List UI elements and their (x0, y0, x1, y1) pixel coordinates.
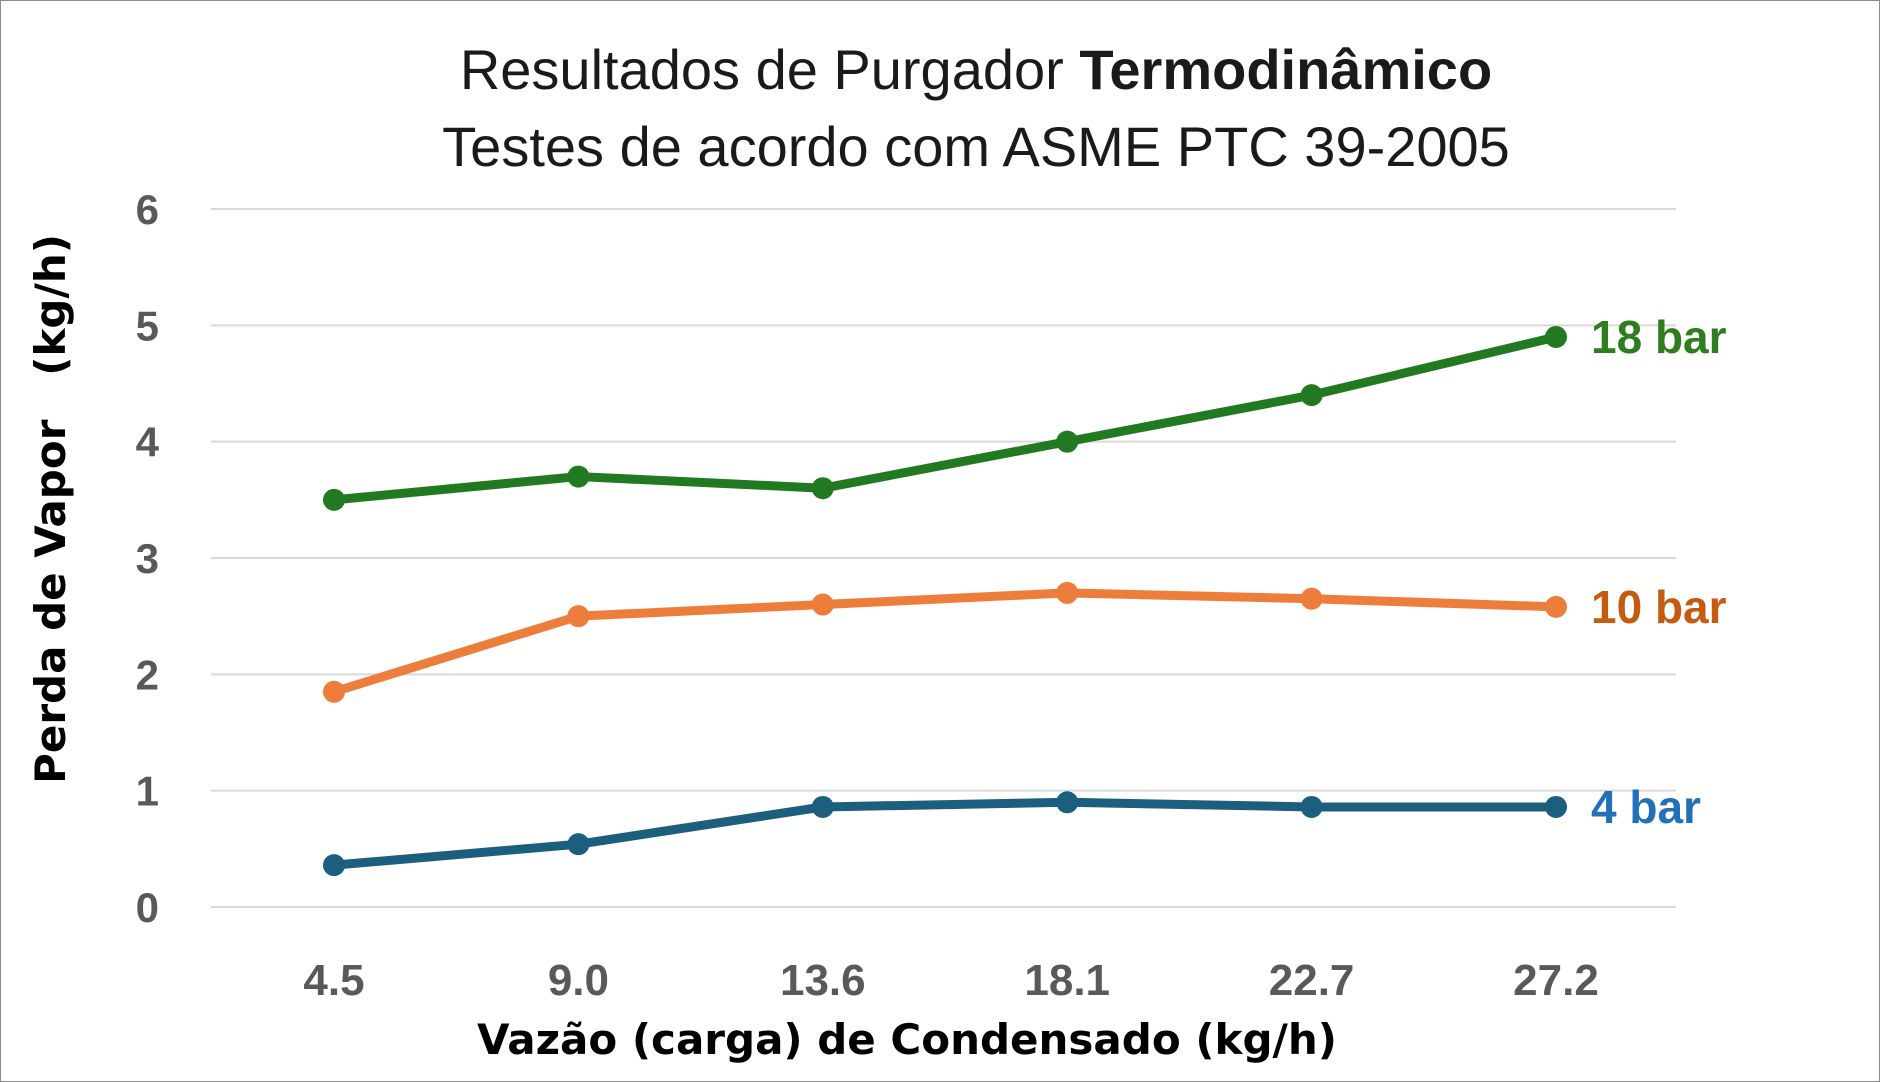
data-point-18-bar-4.5 (323, 488, 345, 511)
chart-title-line1: Resultados de Purgador Termodinâmico (460, 38, 1492, 101)
series-label-4-bar: 4 bar (1591, 781, 1701, 833)
data-point-18-bar-18.1 (1056, 430, 1079, 453)
x-axis-label: Vazão (carga) de Condensado (kg/h) (477, 1015, 1337, 1064)
data-point-4-bar-18.1 (1056, 791, 1079, 814)
x-tick-label-22.7: 22.7 (1269, 956, 1355, 1005)
data-point-10-bar-27.2 (1545, 595, 1567, 618)
y-tick-label-4: 4 (136, 419, 160, 466)
data-point-18-bar-9.0 (567, 465, 590, 488)
data-point-4-bar-4.5 (323, 854, 345, 877)
y-tick-label-1: 1 (136, 768, 159, 815)
data-point-10-bar-13.6 (811, 593, 834, 616)
data-point-10-bar-22.7 (1300, 587, 1323, 610)
series-line-10-bar (329, 588, 1561, 697)
chart-subtitle: Testes de acordo com ASME PTC 39-2005 (442, 115, 1510, 178)
data-point-18-bar-13.6 (811, 477, 834, 500)
y-tick-label-3: 3 (136, 535, 159, 582)
y-axis-ticks: 0 1 2 3 4 5 6 (136, 186, 160, 931)
data-point-10-bar-9.0 (567, 605, 590, 628)
chart-title-regular: Resultados de Purgador (460, 38, 1080, 101)
y-tick-label-6: 6 (136, 186, 159, 233)
x-axis-ticks: 4.5 9.0 13.6 18.1 22.7 27.2 (303, 956, 1598, 1005)
x-tick-label-27.2: 27.2 (1513, 956, 1599, 1005)
data-point-4-bar-9.0 (567, 833, 590, 856)
x-tick-label-9.0: 9.0 (548, 956, 609, 1005)
data-point-4-bar-22.7 (1300, 795, 1323, 818)
series-label-18-bar: 18 bar (1591, 311, 1727, 363)
series-line-4-bar (329, 797, 1561, 870)
data-point-4-bar-27.2 (1545, 795, 1567, 818)
grid-lines (211, 208, 1676, 908)
y-tick-label-5: 5 (136, 302, 159, 349)
y-tick-label-2: 2 (136, 651, 159, 698)
y-axis-label: Perda de Vapor (kg/h) (26, 234, 75, 784)
y-tick-label-0: 0 (136, 884, 159, 931)
series-line-18-bar (329, 332, 1561, 505)
data-point-4-bar-13.6 (811, 795, 834, 818)
data-point-10-bar-4.5 (323, 680, 345, 703)
chart-title-bold: Termodinâmico (1079, 38, 1492, 101)
x-tick-label-4.5: 4.5 (303, 956, 364, 1005)
x-tick-label-13.6: 13.6 (780, 956, 866, 1005)
x-tick-label-18.1: 18.1 (1024, 956, 1110, 1005)
data-point-18-bar-22.7 (1300, 384, 1323, 407)
data-point-10-bar-18.1 (1056, 581, 1079, 604)
series-label-10-bar: 10 bar (1591, 581, 1727, 633)
data-point-18-bar-27.2 (1545, 325, 1567, 348)
series-layer: 18 bar 10 bar 4 bar (323, 311, 1727, 877)
